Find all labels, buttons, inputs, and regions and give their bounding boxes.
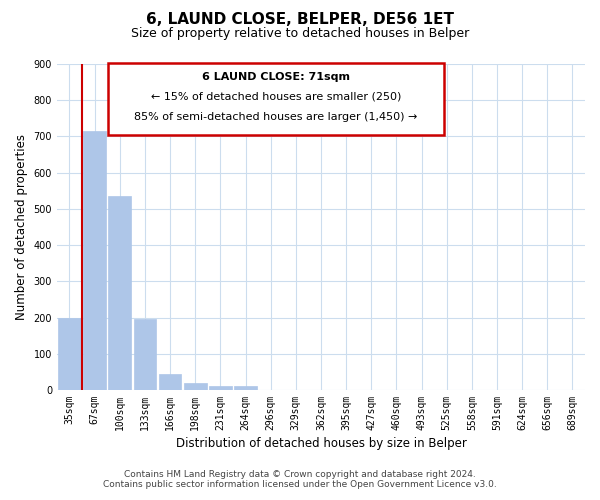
Text: 6, LAUND CLOSE, BELPER, DE56 1ET: 6, LAUND CLOSE, BELPER, DE56 1ET	[146, 12, 454, 28]
Bar	[184, 382, 206, 390]
Text: Contains HM Land Registry data © Crown copyright and database right 2024.
Contai: Contains HM Land Registry data © Crown c…	[103, 470, 497, 489]
Bar	[58, 318, 81, 390]
Bar	[109, 196, 131, 390]
Bar	[134, 320, 156, 390]
Bar	[209, 386, 232, 390]
Bar	[83, 131, 106, 390]
Y-axis label: Number of detached properties: Number of detached properties	[15, 134, 28, 320]
Bar	[234, 386, 257, 390]
Text: Size of property relative to detached houses in Belper: Size of property relative to detached ho…	[131, 28, 469, 40]
Text: 6 LAUND CLOSE: 71sqm: 6 LAUND CLOSE: 71sqm	[202, 72, 350, 82]
Text: 85% of semi-detached houses are larger (1,450) →: 85% of semi-detached houses are larger (…	[134, 112, 418, 122]
Text: ← 15% of detached houses are smaller (250): ← 15% of detached houses are smaller (25…	[151, 92, 401, 102]
Bar	[159, 374, 181, 390]
X-axis label: Distribution of detached houses by size in Belper: Distribution of detached houses by size …	[176, 437, 466, 450]
